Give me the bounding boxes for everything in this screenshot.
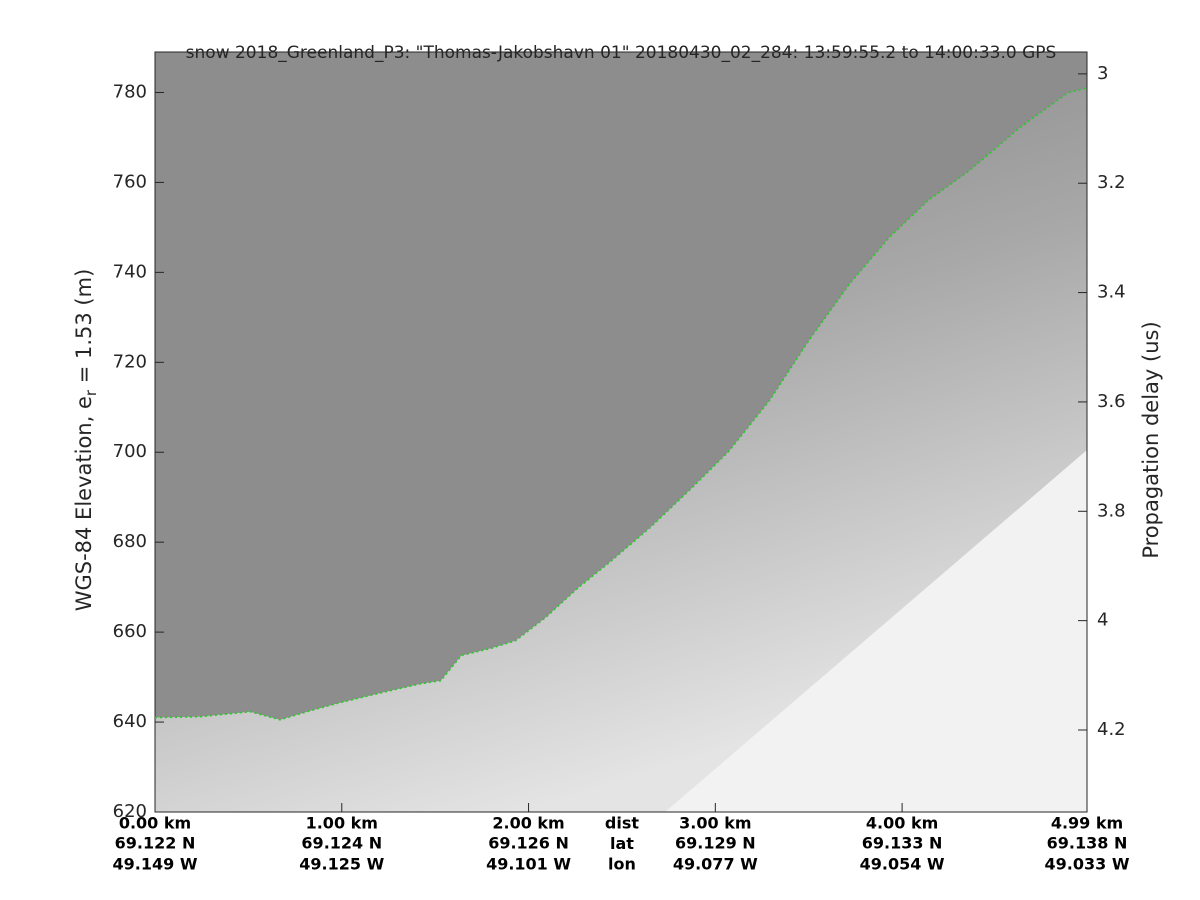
y-tick-label: 620: [113, 801, 147, 822]
y-tick-label: 640: [113, 711, 147, 732]
x-tick-lon: 49.125 W: [299, 855, 384, 874]
x-tick-label: 1.00 km: [306, 814, 378, 833]
y-tick-label: 680: [113, 531, 147, 552]
x-tick-lat: 69.124 N: [301, 834, 382, 853]
x-tick-lon: 49.149 W: [113, 855, 198, 874]
plot-frame: [154, 51, 1088, 813]
x-row-label: dist: [605, 814, 639, 833]
y2-tick-label: 3.6: [1097, 391, 1126, 412]
echogram-no-data: [665, 450, 1087, 812]
y-tick-label: 740: [113, 261, 147, 282]
x-tick-lat: 69.138 N: [1047, 834, 1128, 853]
x-row-label: lat: [610, 834, 634, 853]
y2-tick-label: 3.4: [1097, 282, 1126, 303]
y2-tick-label: 3: [1097, 63, 1108, 84]
chart-title: snow 2018_Greenland_P3: "Thomas-Jakobsha…: [186, 43, 1057, 63]
x-tick-label: 4.00 km: [866, 814, 938, 833]
echogram-subsurface: [155, 87, 1087, 813]
y-axis-label: WGS-84 Elevation, er = 1.53 (m): [72, 269, 100, 612]
y2-tick-label: 4: [1097, 610, 1108, 631]
y2-tick-label: 3.8: [1097, 500, 1126, 521]
x-tick-label: 3.00 km: [679, 814, 751, 833]
x-tick-lon: 49.033 W: [1045, 855, 1130, 874]
y-tick-label: 720: [113, 351, 147, 372]
y2-axis-label: Propagation delay (us): [1139, 321, 1163, 558]
y-tick-label: 760: [113, 171, 147, 192]
x-tick-label: 2.00 km: [492, 814, 564, 833]
x-tick-lat: 69.126 N: [488, 834, 569, 853]
x-tick-lat: 69.122 N: [115, 834, 196, 853]
x-row-label: lon: [608, 855, 636, 874]
x-tick-lon: 49.077 W: [673, 855, 758, 874]
y2-tick-label: 4.2: [1097, 719, 1126, 740]
x-tick-label: 4.99 km: [1051, 814, 1123, 833]
x-tick-lon: 49.101 W: [486, 855, 571, 874]
y-tick-label: 780: [113, 81, 147, 102]
x-tick-lat: 69.129 N: [675, 834, 756, 853]
x-tick-lat: 69.133 N: [862, 834, 943, 853]
y-tick-label: 660: [113, 621, 147, 642]
x-tick-label: 0.00 km: [119, 814, 191, 833]
y2-tick-label: 3.2: [1097, 172, 1126, 193]
y-tick-label: 700: [113, 441, 147, 462]
x-tick-lon: 49.054 W: [860, 855, 945, 874]
